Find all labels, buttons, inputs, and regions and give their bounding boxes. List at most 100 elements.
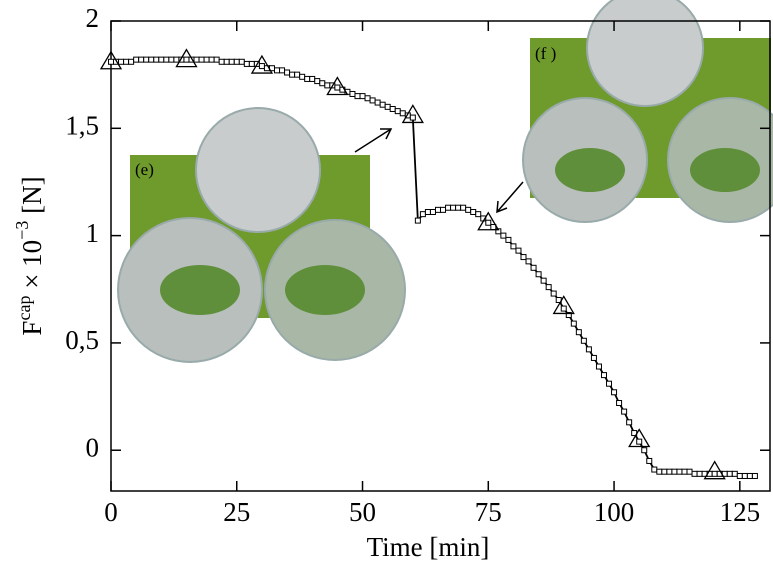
square-marker <box>726 470 733 477</box>
annotation: (e) <box>135 160 154 179</box>
square-marker <box>334 84 341 91</box>
square-marker <box>580 337 587 344</box>
square-marker <box>585 346 592 353</box>
triangle-marker <box>401 104 424 124</box>
y-axis-label: Fcap × 10−3 [N] <box>12 176 47 335</box>
square-marker <box>751 472 758 479</box>
square-marker <box>681 468 688 475</box>
x-tick-label: 25 <box>223 497 250 527</box>
square-marker <box>324 82 331 89</box>
triangle-marker <box>326 76 349 96</box>
square-marker <box>238 58 245 65</box>
y-label-part: F <box>17 321 47 336</box>
square-marker <box>600 372 607 379</box>
square-marker <box>193 56 200 63</box>
square-marker <box>545 284 552 291</box>
square-marker <box>530 264 537 271</box>
square-marker <box>746 472 753 479</box>
square-marker <box>319 80 326 87</box>
square-marker <box>565 312 572 319</box>
square-marker <box>304 75 311 82</box>
square-marker <box>575 329 582 336</box>
square-marker <box>279 67 286 74</box>
square-marker <box>274 67 281 74</box>
square-marker <box>128 58 135 65</box>
y-tick-label: 1,5 <box>65 111 99 141</box>
square-marker <box>228 58 235 65</box>
arrow <box>354 128 524 214</box>
square-marker <box>359 93 366 100</box>
square-marker <box>208 56 215 63</box>
x-tick-label: 100 <box>594 497 635 527</box>
square-marker <box>173 56 180 63</box>
x-tick-label: 50 <box>349 497 376 527</box>
triangle-marker <box>175 48 198 68</box>
y-label-part: [N] <box>17 176 47 220</box>
triangle-marker <box>628 428 651 448</box>
square-marker <box>475 211 482 218</box>
square-marker <box>465 206 472 213</box>
square-marker <box>163 56 170 63</box>
y-tick-label: 1 <box>86 218 100 248</box>
square-marker <box>550 290 557 297</box>
square-marker <box>374 99 381 106</box>
square-marker <box>148 56 155 63</box>
square-marker <box>233 58 240 65</box>
square-marker <box>666 468 673 475</box>
square-marker <box>284 69 291 76</box>
square-marker <box>440 206 447 213</box>
triangle-marker <box>477 211 500 231</box>
square-marker <box>485 219 492 226</box>
square-marker <box>651 466 658 473</box>
square-marker <box>108 58 114 65</box>
square-marker <box>143 56 150 63</box>
square-marker <box>289 71 296 78</box>
x-axis-label: Time [min] <box>367 532 490 562</box>
square-marker <box>570 320 577 327</box>
square-marker <box>218 58 225 65</box>
square-marker <box>611 389 618 396</box>
square-marker <box>133 56 140 63</box>
triangle-marker <box>250 54 274 74</box>
square-marker <box>123 58 130 65</box>
square-marker <box>676 468 683 475</box>
square-marker <box>686 468 693 475</box>
square-marker <box>616 400 623 407</box>
x-tick-label: 75 <box>475 497 502 527</box>
square-marker <box>641 447 648 454</box>
square-marker <box>299 73 306 80</box>
square-marker <box>429 209 436 216</box>
square-marker <box>223 58 230 65</box>
square-marker <box>696 470 703 477</box>
square-marker <box>434 206 441 213</box>
square-marker <box>671 468 678 475</box>
triangle-marker <box>703 460 726 480</box>
square-marker <box>243 60 250 67</box>
square-marker <box>183 56 190 63</box>
square-marker <box>445 204 452 211</box>
x-tick-label: 0 <box>104 497 118 527</box>
square-marker <box>736 472 743 479</box>
square-marker <box>379 101 386 108</box>
square-marker <box>118 58 125 65</box>
square-marker <box>626 419 633 426</box>
square-marker <box>389 105 396 112</box>
y-label-part: −3 <box>12 221 32 240</box>
inset-f <box>522 0 773 223</box>
square-marker <box>248 60 255 67</box>
square-marker <box>153 56 160 63</box>
inset-e <box>117 107 406 363</box>
y-tick-label: 0 <box>86 432 100 462</box>
square-marker <box>294 71 301 78</box>
square-marker <box>515 247 522 254</box>
square-marker <box>138 56 145 63</box>
square-marker <box>460 204 467 211</box>
square-marker <box>213 56 220 63</box>
square-marker <box>349 90 356 97</box>
square-marker <box>168 56 175 63</box>
square-marker <box>470 209 477 216</box>
square-marker <box>258 63 265 70</box>
square-marker <box>590 354 597 361</box>
square-marker <box>595 363 602 370</box>
